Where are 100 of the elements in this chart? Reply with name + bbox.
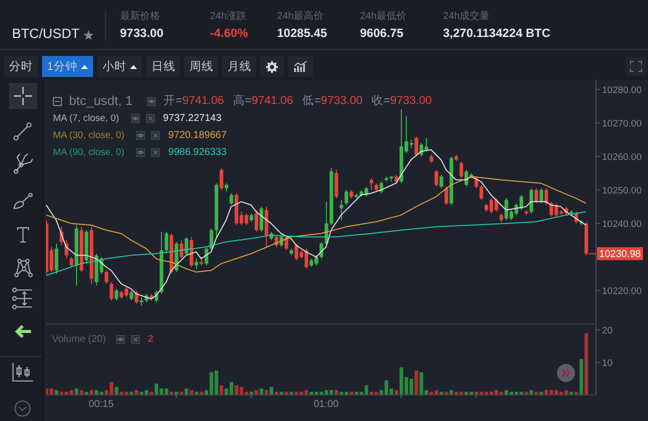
text: 月线 [227,60,252,74]
candlestick [194,258,198,270]
text: 24h涨跌 [210,11,247,22]
y-tick-label: 10240.00 [602,218,642,230]
candlestick [254,210,258,232]
text: 24h最低价 [360,11,407,22]
line-series [46,176,587,273]
bar [134,390,138,395]
text: 最新价格 [120,11,160,22]
candlestick [480,184,484,200]
bar [220,385,224,395]
bar [270,386,274,395]
candlestick [340,199,344,221]
y-tick-label: 10260.00 [602,152,642,163]
text: 3,270.1134224 BTC [443,26,550,40]
bar [114,386,118,395]
text: MA (90, close, 0) [53,147,124,158]
candlestick [440,174,444,189]
bar [584,333,588,395]
line-series [46,211,587,276]
text: 周线 [189,60,214,74]
candlestick [534,188,538,204]
annotation: 10230.98 [599,249,642,260]
text: Volume (20) [52,334,106,344]
text: 1分钟 [47,60,78,74]
bar [394,390,398,395]
bar [174,392,178,395]
candlestick [230,192,234,206]
text: 24h最高价 [277,11,324,22]
candlestick [344,189,348,206]
candlestick [134,290,138,304]
bar [254,390,258,395]
bar [414,370,418,395]
y-tick-label: 10280.00 [602,84,642,96]
candlestick [414,136,418,157]
annotation: 9720.189667 [168,130,227,141]
bar [80,390,84,395]
candlestick [130,290,134,302]
y-tick-label: 10250.00 [602,185,642,196]
text: 9606.75 [360,26,404,40]
candlestick [210,228,214,251]
text: 小时 [102,60,126,74]
annotation: 9986.926333 [168,147,227,158]
candlestick [460,160,464,179]
bar [130,392,134,395]
candlestick [334,169,338,199]
candlestick [104,270,108,284]
candlestick [260,206,264,232]
bar [54,390,58,395]
candlestick [164,231,168,254]
bar [194,392,198,395]
bar [74,388,78,395]
x-tick-label: 00:15 [88,399,114,410]
text: 9733.00 [120,26,164,40]
bar [150,392,154,395]
bar [580,359,584,395]
bar [264,390,268,395]
candlestick [540,188,544,204]
bar [170,392,174,395]
text: BTC/USDT [12,26,80,41]
candlestick [530,188,534,214]
candlestick [70,256,74,268]
annotation: 9741.06 [252,95,294,107]
annotation: 2 [148,334,154,344]
y-tick-label: 10 [602,358,613,369]
bar [90,390,94,395]
y-tick-label: 10220.00 [602,286,642,297]
text: MA (7, close, 0) [53,113,119,124]
y-tick-label: 20 [602,325,613,336]
text: 24h成交量 [443,11,490,22]
annotation: 低= [302,95,321,107]
text: -4.60% [210,26,248,40]
candlestick [180,240,184,260]
text: btc_usdt, 1 [69,93,133,108]
annotation: 高= [232,95,252,107]
candlestick [110,282,114,302]
candlestick [54,243,58,274]
candlestick [434,169,438,188]
x-tick-label: 01:00 [314,399,340,410]
candlestick [220,168,224,190]
annotation: 9733.00 [390,95,432,107]
bar [190,390,194,395]
annotation: 9741.06 [182,95,224,107]
annotation: 9733.00 [320,95,362,107]
candlestick [444,186,448,206]
candlestick [114,288,118,302]
text: 分时 [9,60,33,74]
bar [530,390,534,395]
annotation: 收= [372,95,390,107]
candlestick [204,246,208,266]
annotation: 开= [164,95,182,107]
candlestick [184,236,188,256]
y-tick-label: 10270.00 [602,118,642,130]
text: MA (30, close, 0) [53,130,124,141]
text: 10285.45 [277,26,328,40]
text: 日线 [151,60,176,74]
bar [450,390,454,395]
bar [50,388,54,395]
bar [334,390,338,395]
bar [84,392,88,395]
